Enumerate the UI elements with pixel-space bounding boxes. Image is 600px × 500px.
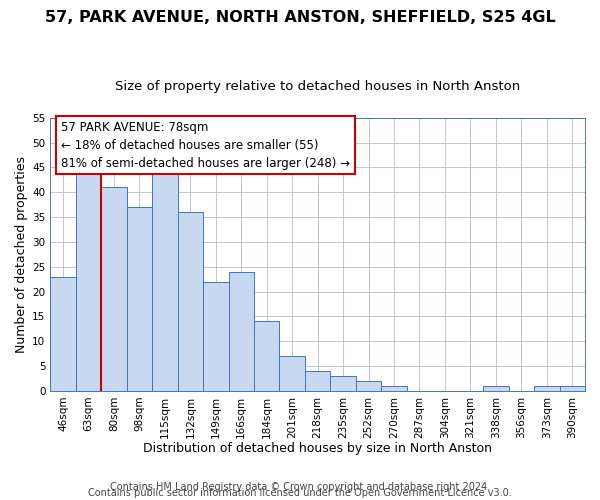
Text: 57, PARK AVENUE, NORTH ANSTON, SHEFFIELD, S25 4GL: 57, PARK AVENUE, NORTH ANSTON, SHEFFIELD…	[44, 10, 556, 25]
Bar	[101, 188, 127, 391]
Bar	[560, 386, 585, 391]
Bar	[203, 282, 229, 391]
Bar	[331, 376, 356, 391]
Bar	[381, 386, 407, 391]
Text: Contains public sector information licensed under the Open Government Licence v3: Contains public sector information licen…	[88, 488, 512, 498]
Bar	[254, 322, 280, 391]
Bar	[356, 381, 381, 391]
Bar	[483, 386, 509, 391]
Bar	[50, 276, 76, 391]
X-axis label: Distribution of detached houses by size in North Anston: Distribution of detached houses by size …	[143, 442, 492, 455]
Text: 57 PARK AVENUE: 78sqm
← 18% of detached houses are smaller (55)
81% of semi-deta: 57 PARK AVENUE: 78sqm ← 18% of detached …	[61, 120, 350, 170]
Bar	[178, 212, 203, 391]
Bar	[76, 168, 101, 391]
Bar	[152, 168, 178, 391]
Y-axis label: Number of detached properties: Number of detached properties	[15, 156, 28, 353]
Bar	[229, 272, 254, 391]
Title: Size of property relative to detached houses in North Anston: Size of property relative to detached ho…	[115, 80, 520, 93]
Bar	[534, 386, 560, 391]
Text: Contains HM Land Registry data © Crown copyright and database right 2024.: Contains HM Land Registry data © Crown c…	[110, 482, 490, 492]
Bar	[305, 371, 331, 391]
Bar	[280, 356, 305, 391]
Bar	[127, 207, 152, 391]
